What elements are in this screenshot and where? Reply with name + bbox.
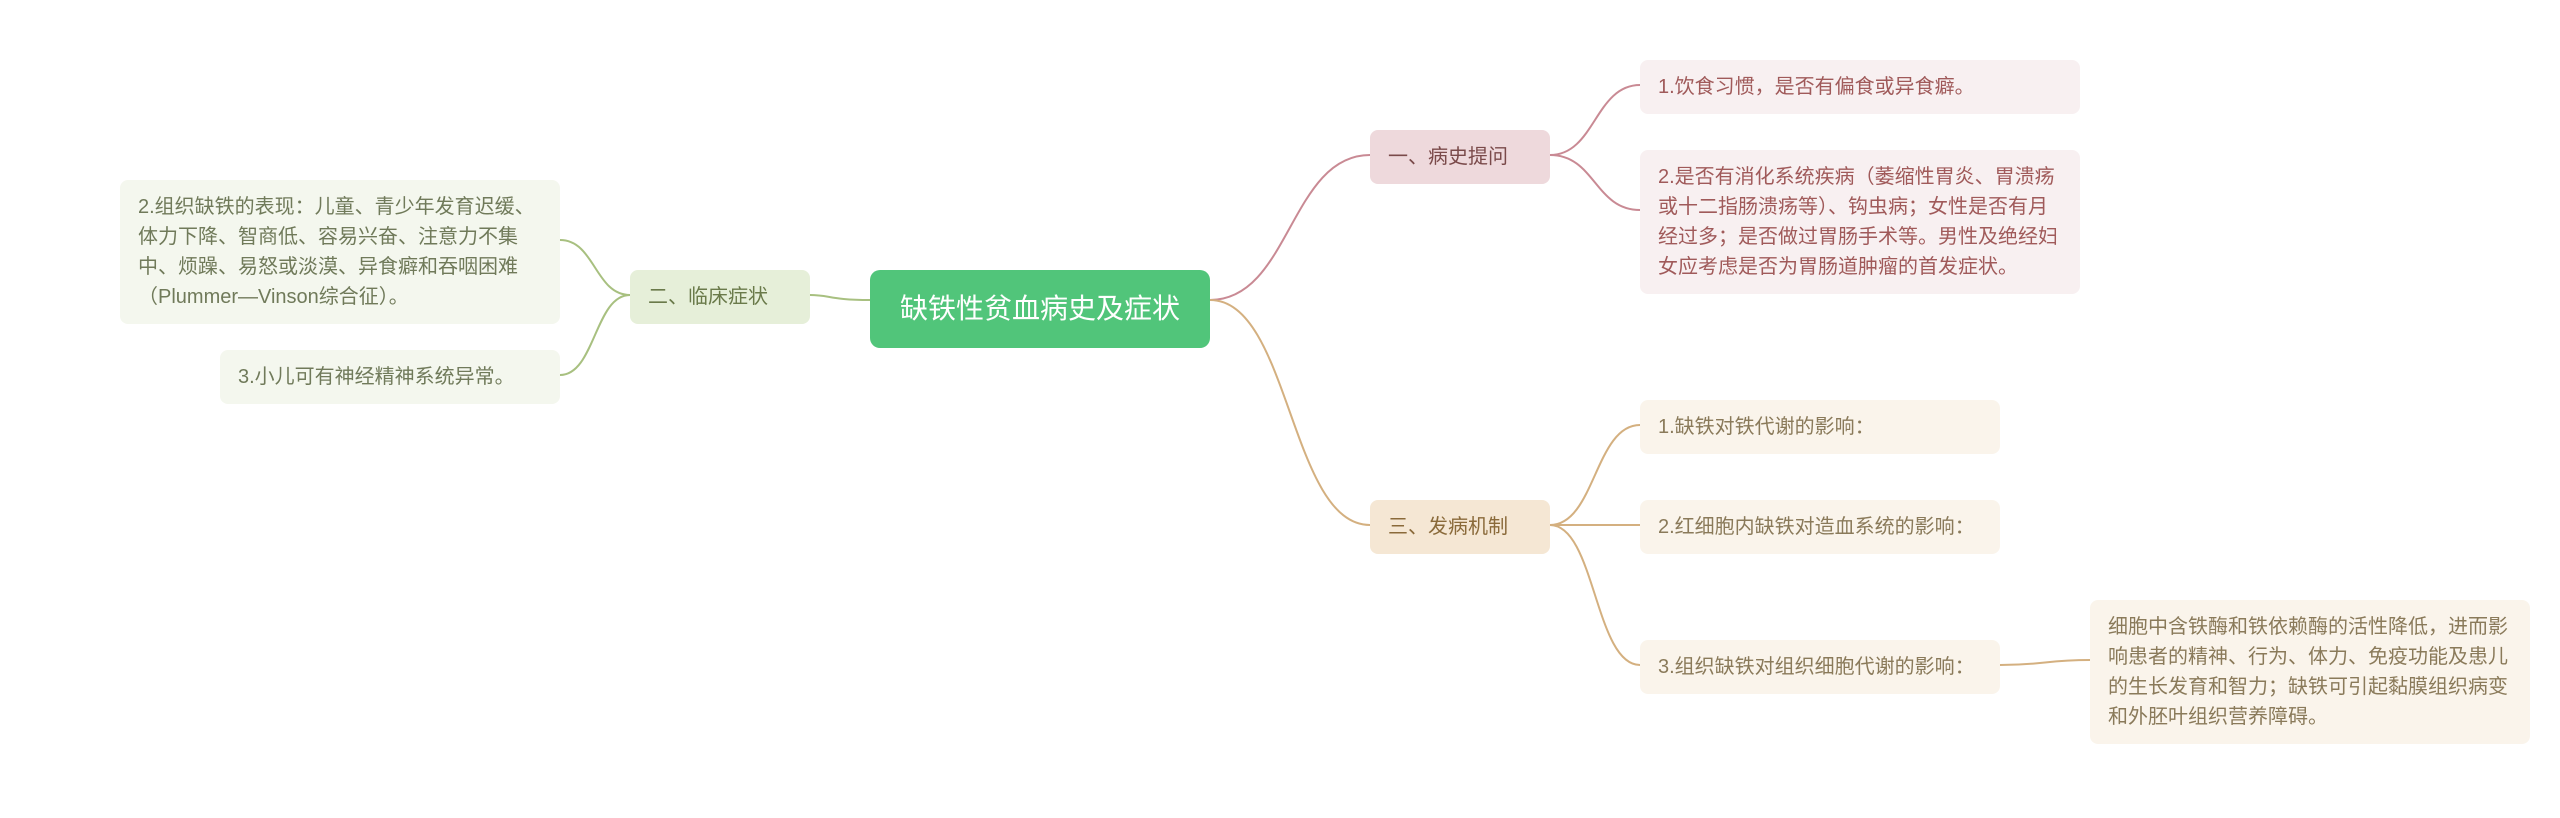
mechanism-leaf-2[interactable]: 2.红细胞内缺铁对造血系统的影响： xyxy=(1640,500,2000,554)
mechanism-leaf-3[interactable]: 3.组织缺铁对组织细胞代谢的影响： xyxy=(1640,640,2000,694)
history-leaf-2[interactable]: 2.是否有消化系统疾病（萎缩性胃炎、胃溃疡或十二指肠溃疡等）、钩虫病；女性是否有… xyxy=(1640,150,2080,294)
history-leaf-1[interactable]: 1.饮食习惯，是否有偏食或异食癖。 xyxy=(1640,60,2080,114)
branch-history[interactable]: 一、病史提问 xyxy=(1370,130,1550,184)
branch-symptoms[interactable]: 二、临床症状 xyxy=(630,270,810,324)
root-node[interactable]: 缺铁性贫血病史及症状 xyxy=(870,270,1210,348)
mechanism-leaf-1[interactable]: 1.缺铁对铁代谢的影响： xyxy=(1640,400,2000,454)
branch-mechanism[interactable]: 三、发病机制 xyxy=(1370,500,1550,554)
symptoms-leaf-2[interactable]: 3.小儿可有神经精神系统异常。 xyxy=(220,350,560,404)
mechanism-sub[interactable]: 细胞中含铁酶和铁依赖酶的活性降低，进而影响患者的精神、行为、体力、免疫功能及患儿… xyxy=(2090,600,2530,744)
symptoms-leaf-1[interactable]: 2.组织缺铁的表现：儿童、青少年发育迟缓、体力下降、智商低、容易兴奋、注意力不集… xyxy=(120,180,560,324)
